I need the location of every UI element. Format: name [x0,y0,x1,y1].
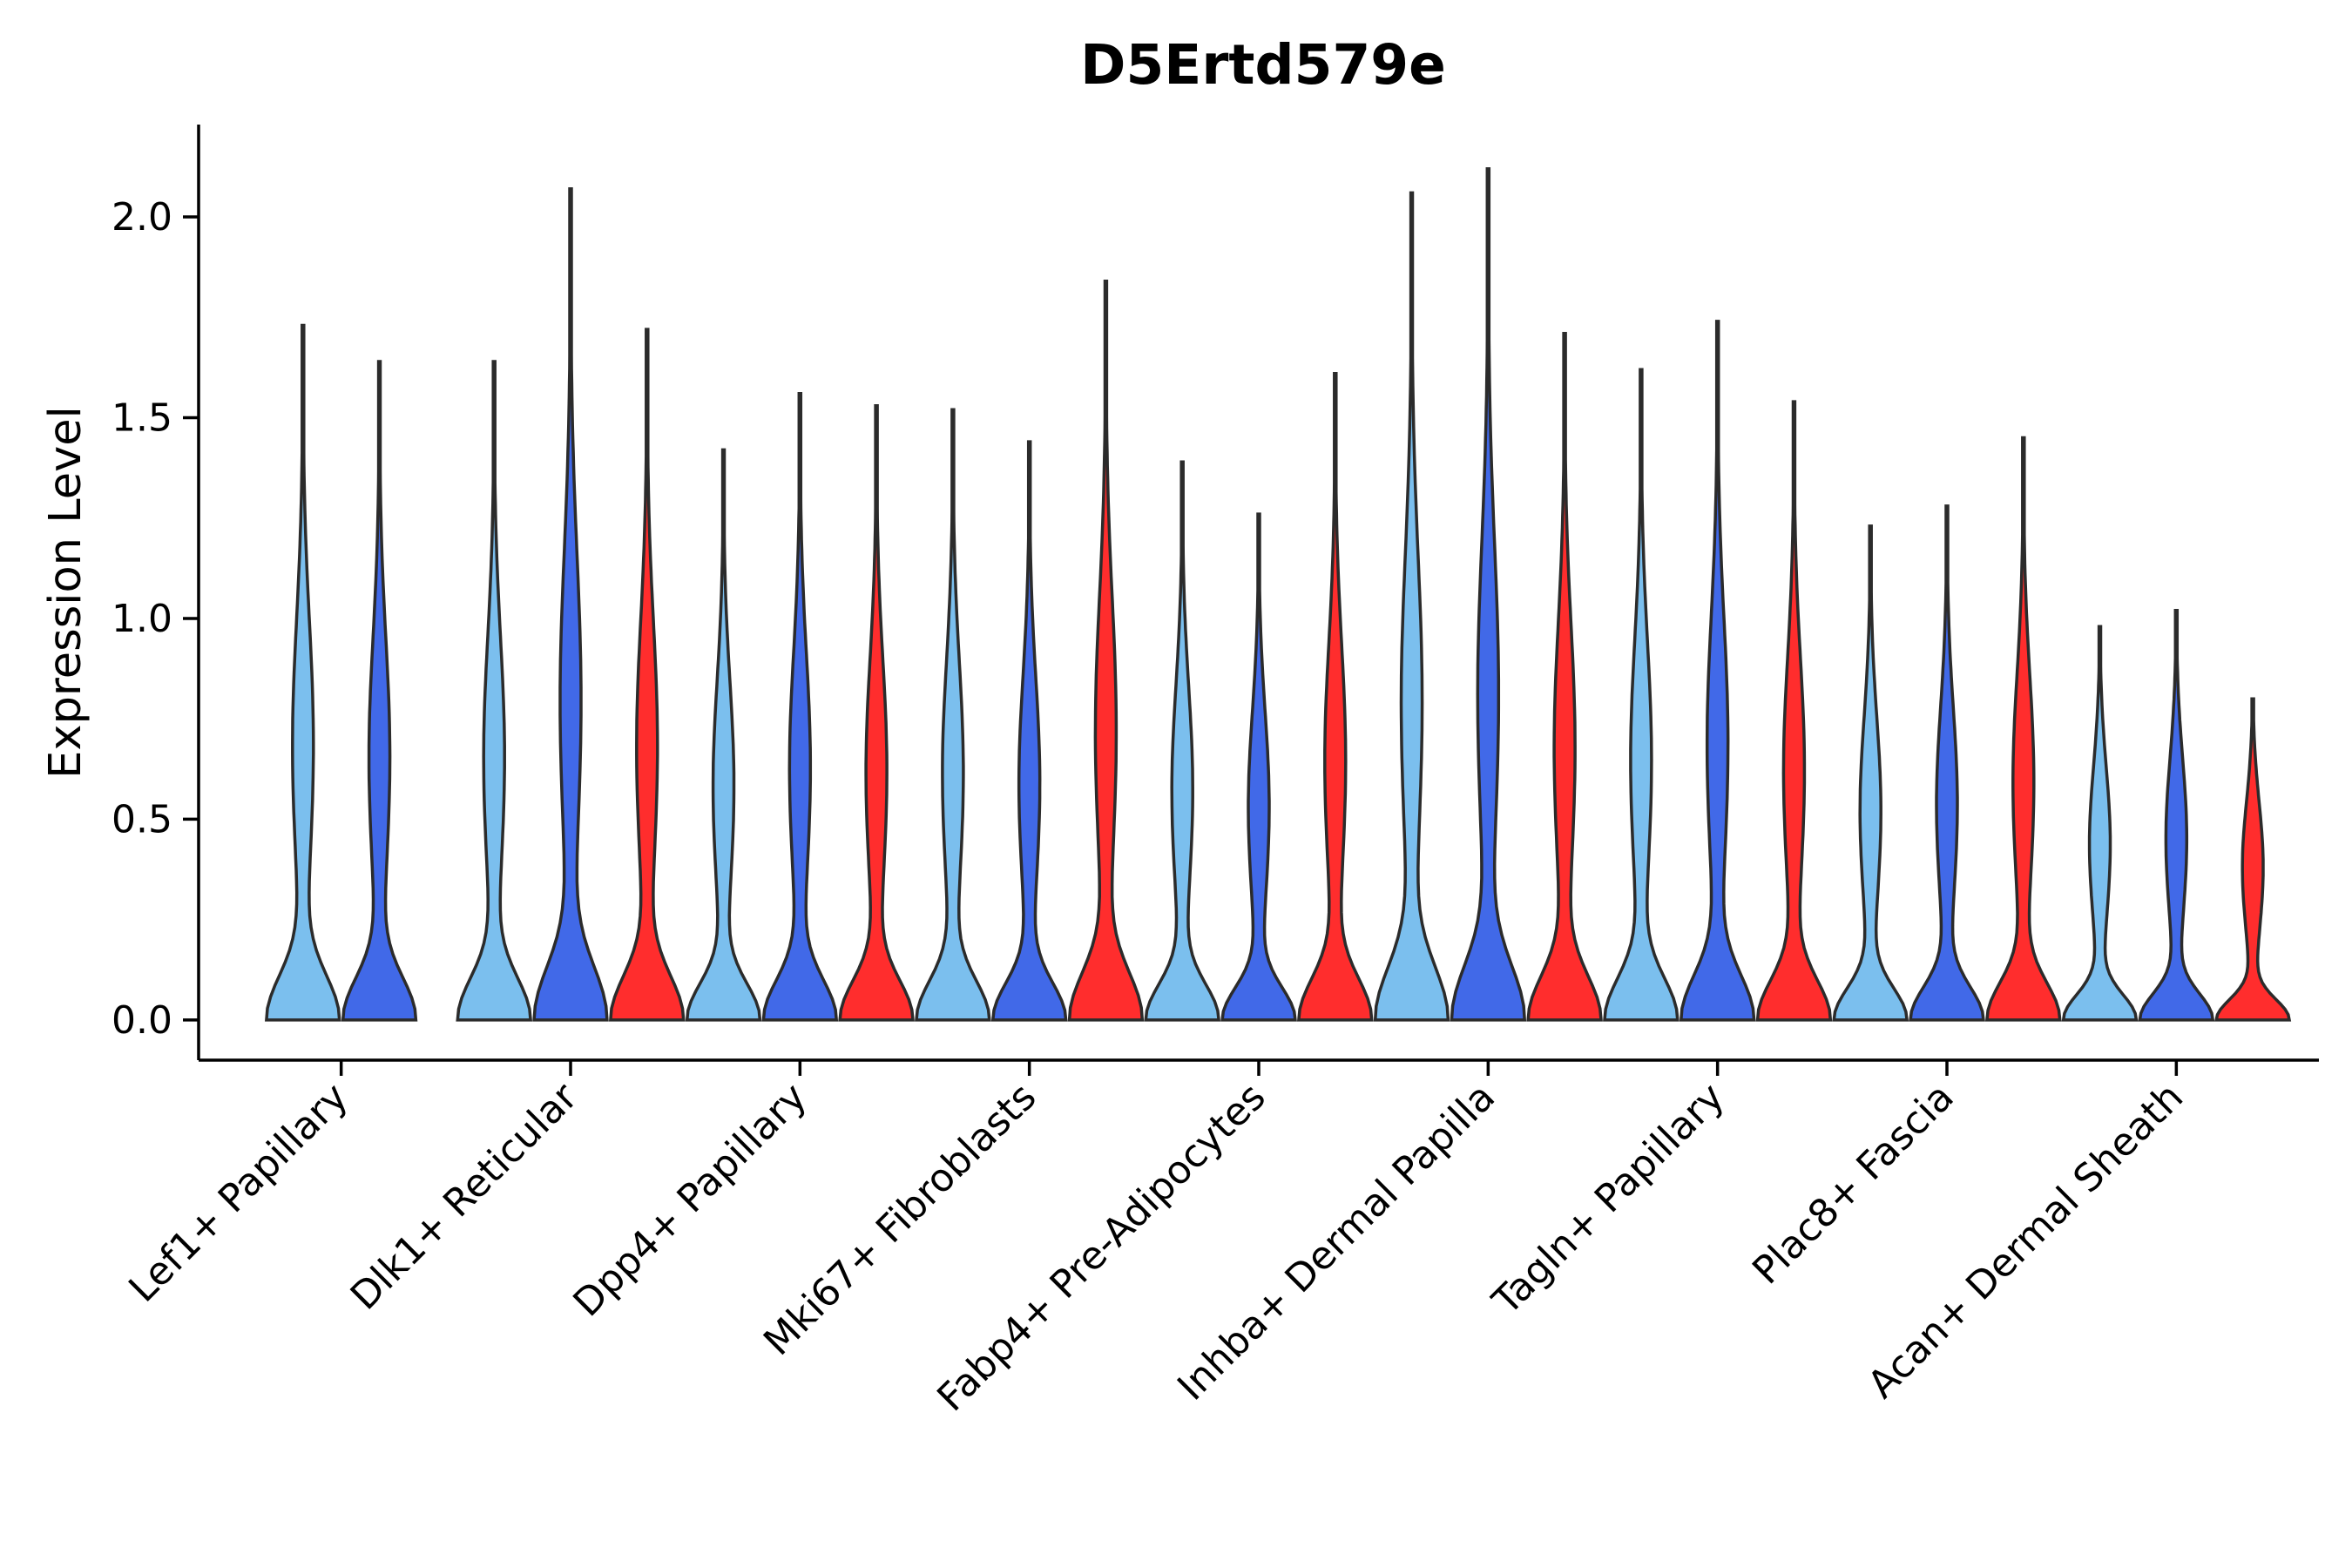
violin-3-1 [685,448,762,1022]
y-tick-label: 2.0 [112,195,172,240]
violin-9-3 [2214,697,2292,1022]
y-tick-label: 1.0 [112,597,172,641]
x-tick-label: Tagln+ Papillary [1484,1075,1733,1324]
violin-6-1 [1373,191,1450,1022]
violin-4-1 [915,408,991,1022]
y-axis-label: Expression Level [40,406,91,779]
violin-3-3 [838,403,915,1022]
violin-7-3 [1755,400,1833,1022]
violin-5-2 [1220,512,1297,1022]
x-tick-label: Lef1+ Papillary [120,1075,356,1311]
violin-7-2 [1679,320,1756,1022]
violin-layer [264,166,2292,1022]
violin-2-3 [608,328,686,1022]
y-tick-label: 0.0 [112,998,172,1043]
y-tick-label: 0.5 [112,797,172,841]
violin-1-2 [341,360,418,1022]
y-axis-ticks: 0.0 0.5 1.0 1.5 2.0 [112,195,199,1043]
violin-4-2 [990,440,1068,1022]
violin-6-3 [1526,331,1603,1022]
violin-5-3 [1296,372,1374,1022]
violin-2-1 [456,360,533,1022]
chart-title: D5Ertd579e [1080,33,1446,97]
y-tick-label: 1.5 [112,395,172,440]
violin-8-3 [1984,436,2062,1022]
violin-1-1 [264,323,341,1022]
violin-7-1 [1603,368,1680,1022]
violin-3-2 [761,392,839,1022]
violin-4-3 [1067,280,1145,1022]
violin-8-1 [1832,524,1909,1022]
x-tick-label: Plac8+ Fascia [1744,1075,1963,1294]
x-tick-label: Dpp4+ Papillary [564,1075,815,1326]
violin-9-2 [2138,608,2215,1022]
x-tick-label: Dlk1+ Reticular [342,1074,587,1319]
violin-8-2 [1909,504,1985,1022]
violin-6-2 [1450,166,1527,1022]
violin-9-1 [2061,625,2139,1022]
violin-2-2 [532,187,609,1022]
violin-5-1 [1144,460,1221,1022]
